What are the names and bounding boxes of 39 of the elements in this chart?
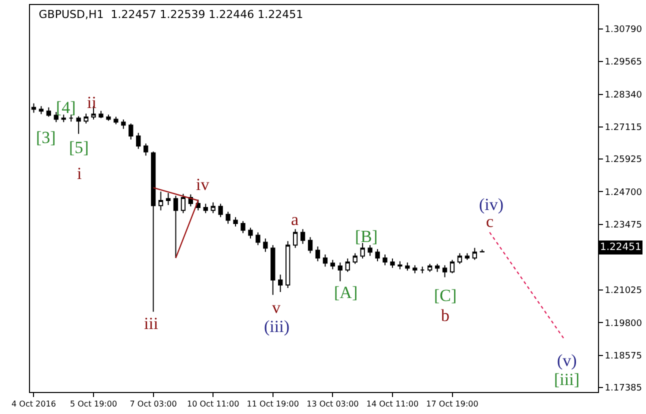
y-tick-label: 1.18575	[604, 352, 642, 362]
y-tick-label: 1.23475	[604, 220, 642, 231]
y-tick-label: 1.21025	[604, 286, 642, 296]
text: 1.22451	[600, 242, 642, 253]
y-tick-label: 1.24700	[604, 188, 642, 198]
x-tick-label: 14 Oct 11:00	[366, 400, 419, 409]
annotation: (iv)	[479, 195, 504, 214]
annotation: (iii)	[264, 317, 290, 336]
annotation: [4]	[56, 98, 76, 117]
x-tick-label: 5 Oct 19:00	[70, 400, 118, 409]
y-tick-label: 1.28340	[604, 90, 642, 100]
annotation: [C]	[434, 286, 457, 305]
y-tick-label: 1.17385	[604, 383, 642, 394]
chart-title: GBPUSD,H1 1.22457 1.22539 1.22446 1.22451	[38, 8, 304, 22]
x-tick-label: 4 Oct 2016	[12, 400, 56, 409]
y-tick-label: 1.29565	[604, 58, 642, 68]
annotation: iv	[196, 175, 210, 194]
annotation: [iii]	[554, 370, 580, 389]
x-tick-label: 13 Oct 03:00	[306, 400, 359, 409]
y-tick-label: 1.19800	[604, 318, 642, 329]
annotation: c	[486, 212, 494, 231]
annotation: a	[291, 210, 299, 229]
annotation: v	[272, 298, 281, 317]
annotation: [A]	[334, 283, 358, 302]
annotation: ii	[87, 93, 97, 112]
annotation: (v)	[557, 351, 577, 370]
annotation: i	[77, 164, 82, 183]
x-tick-label: 11 Oct 19:00	[246, 400, 299, 409]
annotation: [B]	[355, 227, 378, 246]
x-tick-label: 7 Oct 03:00	[130, 400, 177, 409]
annotation: iii	[144, 314, 158, 333]
y-tick-label: 1.30790	[604, 24, 642, 35]
x-tick-label: 17 Oct 19:00	[426, 400, 478, 409]
y-tick-label: 1.27115	[604, 123, 642, 134]
annotation: b	[441, 306, 450, 325]
x-tick-label: 10 Oct 11:00	[187, 400, 240, 409]
annotation: [5]	[69, 138, 89, 157]
annotation: [3]	[36, 128, 56, 147]
y-tick-label: 1.25925	[604, 155, 642, 166]
